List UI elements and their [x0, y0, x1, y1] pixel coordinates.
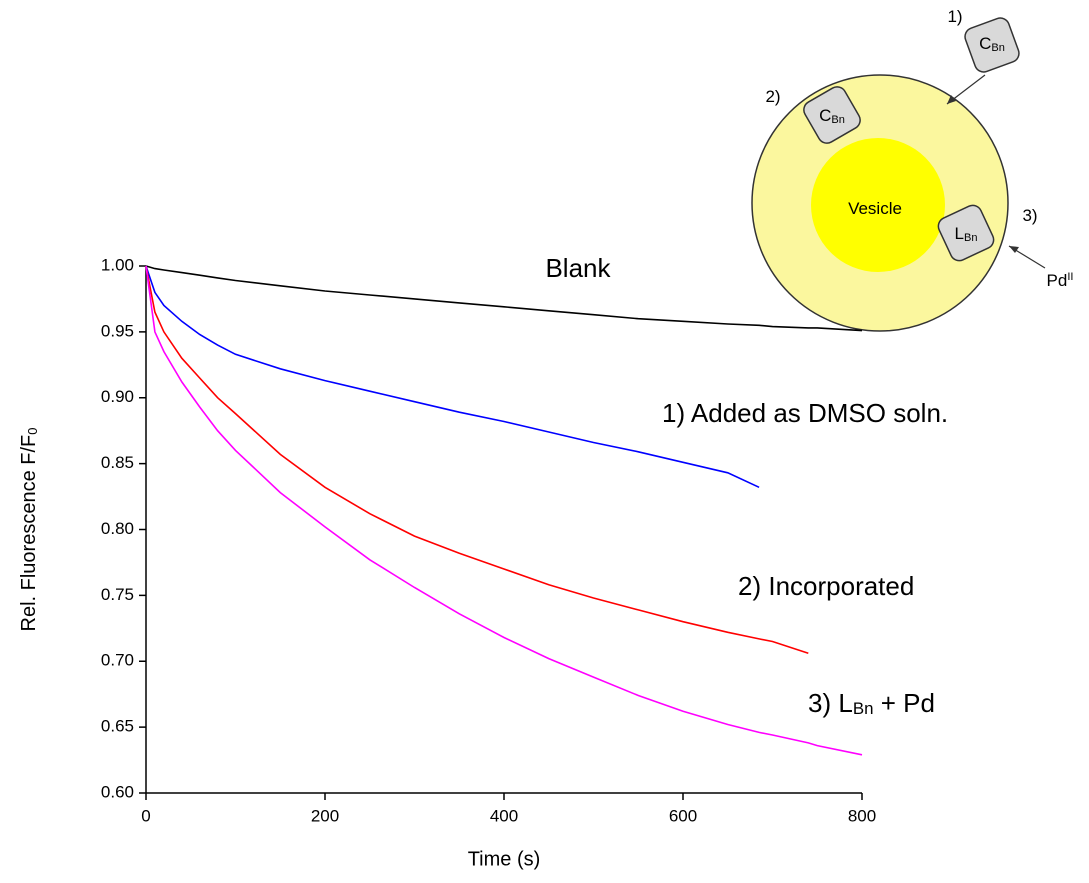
text-part: + Pd — [873, 688, 934, 718]
x-tick-label: 800 — [848, 806, 876, 825]
text-part: C — [819, 106, 831, 125]
y-tick-label: 0.90 — [101, 387, 134, 406]
x-tick-label: 600 — [669, 806, 697, 825]
inset-label: Vesicle — [848, 199, 902, 218]
inset-label: PdII — [1047, 271, 1074, 291]
y-axis-title: Rel. Fluorescence F/F0 — [18, 428, 40, 632]
text-part: Rel. Fluorescence F/F — [18, 435, 40, 632]
inset-label: 3) — [1022, 206, 1037, 225]
text-part: Pd — [1047, 271, 1068, 290]
inset-label: 2) — [765, 87, 780, 106]
superscript: II — [1067, 271, 1073, 283]
y-tick-label: 0.60 — [101, 782, 134, 801]
inset-label: CBn — [819, 106, 845, 125]
y-tick-label: 0.75 — [101, 585, 134, 604]
text-part: 3) — [1022, 206, 1037, 225]
text-part: 3) L — [808, 688, 853, 718]
annotation: 2) Incorporated — [738, 571, 914, 601]
text-part: 1) — [947, 7, 962, 26]
y-tick-label: 0.80 — [101, 519, 134, 538]
y-tick-label: 0.85 — [101, 453, 134, 472]
annotation: Blank — [545, 253, 611, 283]
inset-label: LBn — [955, 224, 978, 243]
subscript: Bn — [964, 232, 978, 244]
subscript: Bn — [831, 114, 845, 126]
l-bn-box — [937, 204, 995, 262]
inset-diagram — [751, 17, 1046, 332]
y-tick-label: 0.95 — [101, 321, 134, 340]
subscript: Bn — [853, 699, 874, 718]
c-bn-box — [803, 86, 861, 144]
arrow-head — [947, 95, 956, 104]
text-part: Blank — [545, 253, 611, 283]
series-line — [145, 265, 809, 655]
vesicle-core — [811, 138, 945, 272]
text-part: 1) Added as DMSO soln. — [662, 398, 948, 428]
text-part: Vesicle — [848, 199, 902, 218]
y-tick-label: 1.00 — [101, 255, 134, 274]
series-line — [145, 265, 863, 756]
subscript: 0 — [25, 428, 40, 435]
x-tick-label: 200 — [311, 806, 339, 825]
x-axis-title: Time (s) — [468, 848, 541, 870]
inset-label: 1) — [947, 7, 962, 26]
series-line — [145, 265, 760, 489]
text-part: 2) Incorporated — [738, 571, 914, 601]
annotation: 3) LBn + Pd — [808, 688, 935, 718]
c-bn-box — [964, 17, 1020, 73]
arrow-head — [1009, 246, 1019, 253]
text-part: C — [979, 34, 991, 53]
x-tick-label: 400 — [490, 806, 518, 825]
x-tick-label: 0 — [141, 806, 150, 825]
y-tick-label: 0.70 — [101, 651, 134, 670]
text-part: L — [955, 224, 964, 243]
series-line — [145, 265, 863, 332]
inset-label: CBn — [979, 34, 1005, 53]
text-part: 2) — [765, 87, 780, 106]
subscript: Bn — [991, 42, 1005, 54]
y-tick-label: 0.65 — [101, 717, 134, 736]
annotation: 1) Added as DMSO soln. — [662, 398, 948, 428]
